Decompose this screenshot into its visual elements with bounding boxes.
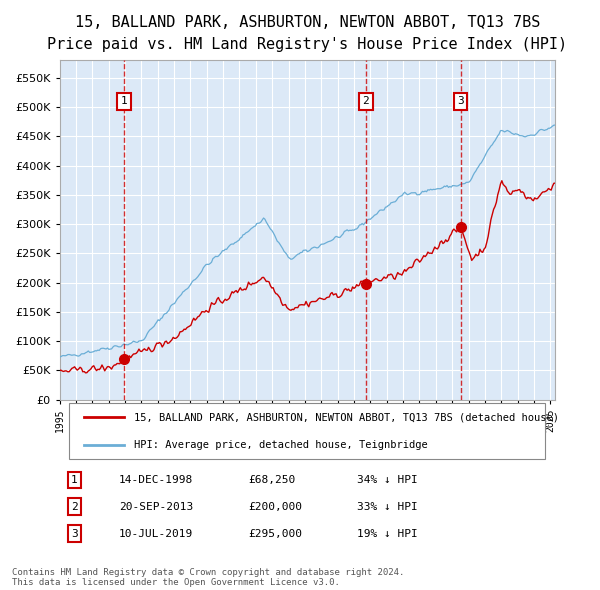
Title: 15, BALLAND PARK, ASHBURTON, NEWTON ABBOT, TQ13 7BS
Price paid vs. HM Land Regis: 15, BALLAND PARK, ASHBURTON, NEWTON ABBO… bbox=[47, 15, 568, 52]
Text: 10-JUL-2019: 10-JUL-2019 bbox=[119, 529, 193, 539]
Text: 1: 1 bbox=[121, 96, 128, 106]
Text: HPI: Average price, detached house, Teignbridge: HPI: Average price, detached house, Teig… bbox=[134, 440, 428, 450]
Text: 2: 2 bbox=[362, 96, 369, 106]
Text: 33% ↓ HPI: 33% ↓ HPI bbox=[357, 502, 418, 512]
Text: 15, BALLAND PARK, ASHBURTON, NEWTON ABBOT, TQ13 7BS (detached house): 15, BALLAND PARK, ASHBURTON, NEWTON ABBO… bbox=[134, 412, 559, 422]
Text: £200,000: £200,000 bbox=[248, 502, 302, 512]
Text: 1: 1 bbox=[71, 475, 78, 485]
Text: Contains HM Land Registry data © Crown copyright and database right 2024.
This d: Contains HM Land Registry data © Crown c… bbox=[12, 568, 404, 587]
Text: 3: 3 bbox=[457, 96, 464, 106]
Text: 34% ↓ HPI: 34% ↓ HPI bbox=[357, 475, 418, 485]
Text: 20-SEP-2013: 20-SEP-2013 bbox=[119, 502, 193, 512]
Text: 2: 2 bbox=[71, 502, 78, 512]
Text: 3: 3 bbox=[71, 529, 78, 539]
Text: £295,000: £295,000 bbox=[248, 529, 302, 539]
Text: £68,250: £68,250 bbox=[248, 475, 295, 485]
Text: 14-DEC-1998: 14-DEC-1998 bbox=[119, 475, 193, 485]
Text: 19% ↓ HPI: 19% ↓ HPI bbox=[357, 529, 418, 539]
FancyBboxPatch shape bbox=[70, 403, 545, 459]
